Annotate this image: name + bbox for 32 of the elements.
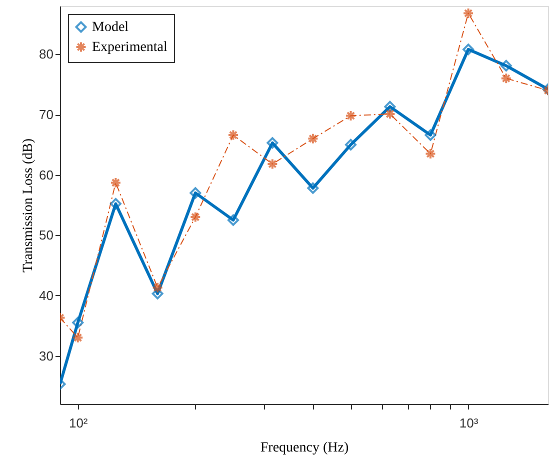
- point: [384, 100, 396, 112]
- x-tick-label: 10²: [68, 416, 88, 430]
- point: [190, 211, 202, 223]
- point: [72, 332, 84, 344]
- point: [72, 316, 84, 328]
- x-axis-title: Frequency (Hz): [260, 440, 349, 456]
- point: [152, 282, 164, 294]
- legend-label: Experimental: [92, 40, 168, 55]
- y-tick-label: 50: [39, 228, 54, 243]
- point: [462, 44, 474, 56]
- y-tick-label: 80: [39, 46, 54, 62]
- point: [227, 214, 239, 226]
- point: [307, 182, 319, 194]
- point: [500, 60, 512, 72]
- y-tick-label: 70: [39, 107, 54, 122]
- legend-label: Model: [92, 20, 129, 35]
- point: [266, 158, 278, 170]
- y-axis-title: Transmission Loss (dB): [21, 138, 36, 273]
- x-tick-label: 10³: [459, 416, 479, 430]
- point: [307, 132, 319, 144]
- point: [462, 7, 474, 19]
- point: [345, 138, 357, 150]
- point: [500, 72, 512, 84]
- point: [152, 288, 164, 300]
- point: [345, 110, 357, 122]
- y-tick-label: 30: [39, 348, 54, 364]
- y-tick-label: 60: [39, 167, 54, 182]
- y-tick-label: 40: [39, 288, 54, 303]
- point: [190, 187, 202, 199]
- point: [384, 108, 396, 120]
- point: [227, 129, 239, 141]
- point: [266, 137, 278, 149]
